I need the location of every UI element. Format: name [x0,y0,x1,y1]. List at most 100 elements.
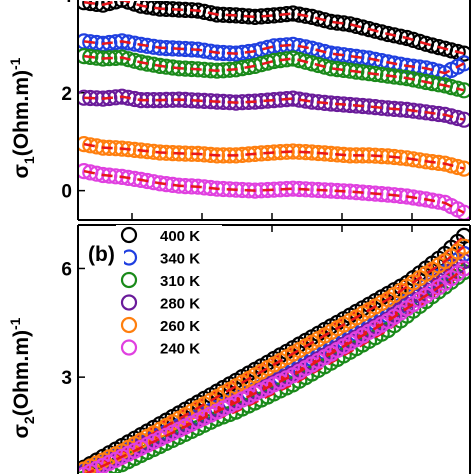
panel-a-ylabel: σ1(Ohm.m)-1 [7,57,37,178]
panel-b-ylabel: σ2(Ohm.m)-1 [7,317,37,438]
data-point [455,227,469,244]
data-point [170,91,188,108]
data-point [221,7,238,24]
data-point [113,1,131,8]
data-point [240,8,257,25]
data-point [449,80,466,97]
series-310-k [79,48,469,99]
legend: 400 K 340 K 310 K 280 K 260 K 240 K [116,225,222,358]
legend-bg [116,225,222,245]
y-tick-label: 4 [61,0,72,7]
legend-bg [116,292,222,313]
data-point [208,6,226,23]
y-tick-label: 6 [61,259,72,280]
data-point [259,181,276,199]
data-point [386,148,403,166]
panel-b-ylabel-unit: (Ohm.m) [10,330,33,416]
panel-a: 0 2 4 [61,0,471,221]
data-point [455,45,469,62]
series-260-k [79,136,469,177]
legend-marker [120,226,138,244]
legend-label: 340 K [160,251,200,268]
panel-b: 3 6 400 K 340 K 310 K 280 K 260 K 240 K [61,224,471,474]
fit-line [83,54,465,92]
legend-label: 260 K [160,318,200,335]
legend-label: 280 K [160,296,200,313]
data-point [259,7,276,24]
data-point [170,145,188,162]
panel-b-ylabel-sub: 2 [21,416,37,424]
fit-line [83,169,465,214]
y-tick-label: 2 [61,84,72,105]
data-point [297,92,314,109]
data-point [189,145,207,162]
data-point [278,143,295,160]
data-point [455,55,469,72]
panel-b-ylabel-sup: -1 [7,317,23,330]
panel-a-ylabel-sym: σ [10,164,33,178]
data-point [151,39,169,56]
y-tick-label: 0 [61,182,72,203]
data-point [259,92,276,109]
panel-a-ylabel-unit: (Ohm.m) [10,70,33,156]
fit-line [83,245,465,471]
data-point [151,1,169,17]
series-340-k [79,33,469,82]
series-240-k [79,260,469,473]
panel-a-ylabel-sup: -1 [7,57,23,70]
legend-bg [116,270,222,290]
series-240-k [79,163,469,219]
data-point [202,5,219,22]
fit-line [95,271,465,473]
data-point [367,98,384,116]
panel-a-ylabel-sub: 1 [21,156,37,164]
data-point [297,144,314,161]
data-point [170,60,188,77]
series-280-k [79,88,469,128]
data-point [455,82,469,99]
legend-label: 240 K [160,341,200,358]
legend-label: 310 K [160,273,200,290]
data-point [449,158,466,176]
data-point [88,165,105,182]
data-point [151,144,169,161]
data-point [455,204,469,219]
data-point [170,1,188,18]
legend-bg [116,247,222,268]
data-point [189,92,207,109]
data-point [455,111,469,128]
data-point [367,185,384,202]
data-point [170,40,188,57]
fit-line [83,95,465,121]
series-400-k [79,1,469,62]
data-point [259,144,276,162]
data-point [151,91,169,109]
data-point [455,260,469,277]
legend-marker [120,339,138,356]
legend-bg [116,337,222,358]
data-point [107,1,124,10]
data-point [240,182,257,199]
legend-marker [120,294,138,311]
y-tick-label: 3 [61,368,72,389]
data-point [170,177,188,194]
data-point [278,90,295,108]
fit-line [83,40,465,75]
legend-marker [120,271,138,289]
panel-label-bg [84,241,124,267]
data-point [386,187,403,204]
data-point [455,160,469,177]
data-point [449,109,466,127]
legend-marker [120,316,138,334]
panel-b-ylabel-sym: σ [10,424,33,438]
series-260-k [79,238,469,473]
plot-area [79,227,469,473]
plot-area [79,1,469,219]
legend-bg [116,315,222,335]
series-310-k [79,264,469,473]
data-point [386,100,403,118]
data-point [455,238,469,255]
panel-b-label: (b) [88,243,115,266]
data-point [367,147,384,164]
